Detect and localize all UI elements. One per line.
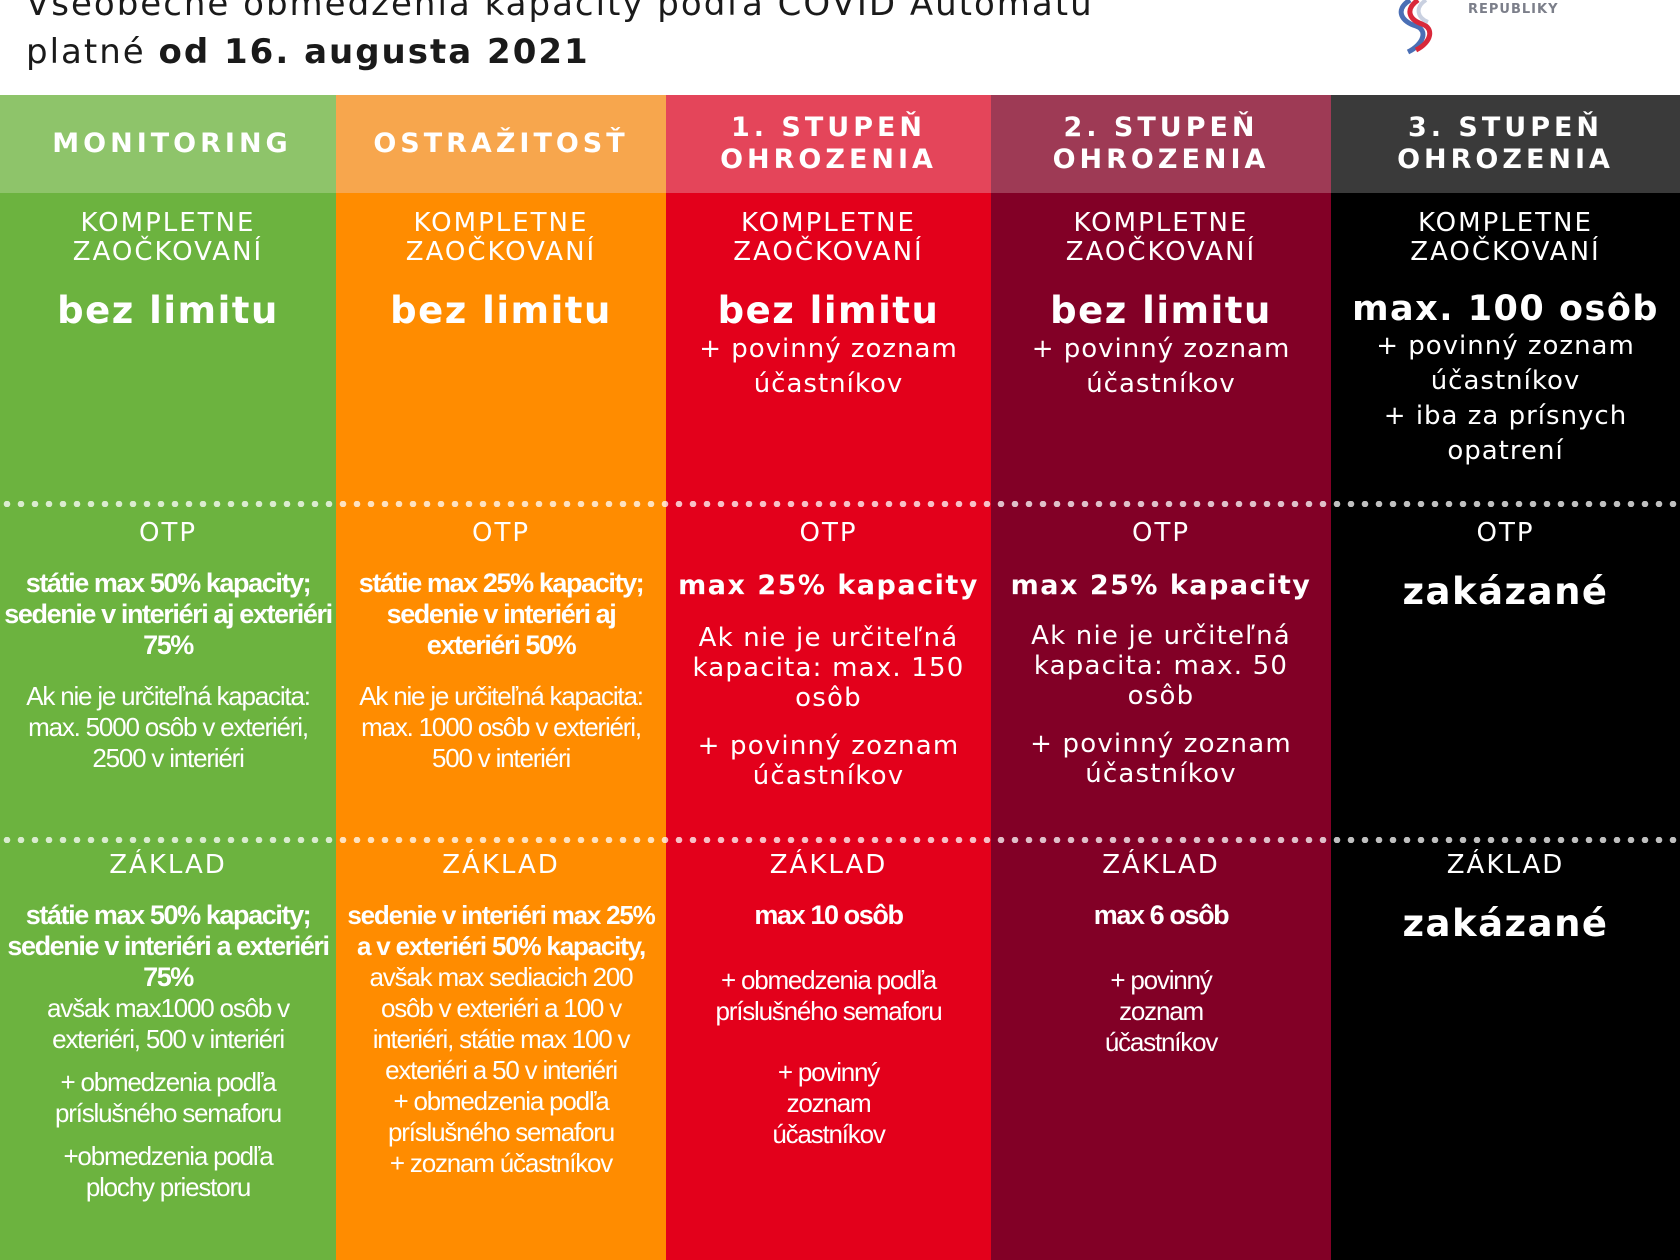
column-header: 2. STUPEŇ OHROZENIA xyxy=(991,95,1331,193)
section-plus: +obmedzenia podľa plochy priestoru xyxy=(63,1141,273,1202)
section-value: zakázané xyxy=(1402,570,1609,613)
section-plus: + povinný zoznam účastníkov xyxy=(1104,965,1218,1057)
section-otp: OTP státie max 50% kapacity; sedenie v i… xyxy=(0,501,336,837)
section-otp: OTP max 25% kapacity Ak nie je určiteľná… xyxy=(666,501,991,837)
section-vaccinated: KOMPLETNE ZAOČKOVANÍ bez limitu xyxy=(0,193,336,501)
flag-swoosh-icon xyxy=(1398,0,1433,55)
section-label: OTP xyxy=(1131,518,1191,548)
column-title: MONITORING xyxy=(52,128,292,159)
section-value: bez limitu xyxy=(57,289,279,332)
section-label: KOMPLETNE ZAOČKOVANÍ xyxy=(405,208,597,267)
section-value: bez limitu xyxy=(390,289,612,332)
section-rule: státie max 50% kapacity; sedenie v inter… xyxy=(4,568,333,660)
section-note: avšak max1000 osôb v exteriéri, 500 v in… xyxy=(47,993,290,1054)
column-header: 3. STUPEŇ OHROZENIA xyxy=(1331,95,1680,193)
section-otp: OTP státie max 25% kapacity; sedenie v i… xyxy=(336,501,666,837)
column-title: 1. STUPEŇ OHROZENIA xyxy=(720,112,937,175)
column-header: MONITORING xyxy=(0,95,336,193)
section-label: ZÁKLAD xyxy=(109,850,227,880)
column-body: KOMPLETNE ZAOČKOVANÍ bez limitu + povinn… xyxy=(991,193,1331,1260)
section-plus: + obmedzenia podľa príslušného semaforu xyxy=(387,1086,615,1147)
section-rule: státie max 25% kapacity; sedenie v inter… xyxy=(358,568,645,660)
section-zaklad: ZÁKLAD státie max 50% kapacity; sedenie … xyxy=(0,837,336,1260)
section-plus: + zoznam účastníkov xyxy=(389,1148,613,1178)
section-label: ZÁKLAD xyxy=(769,850,888,880)
title-date: od 16. augusta 2021 xyxy=(158,32,590,72)
column-title: OSTRAŽITOSŤ xyxy=(373,128,629,159)
section-value: zakázané xyxy=(1402,902,1609,945)
section-label: ZÁKLAD xyxy=(1102,850,1220,880)
section-rule: max 25% kapacity xyxy=(678,570,979,601)
column-header: OSTRAŽITOSŤ xyxy=(336,95,666,193)
section-zaklad: ZÁKLAD max 6 osôb + povinný zoznam účast… xyxy=(991,837,1331,1260)
column-stupen-2: 2. STUPEŇ OHROZENIA KOMPLETNE ZAOČKOVANÍ… xyxy=(991,95,1331,1260)
section-zaklad: ZÁKLAD sedenie v interiéri max 25% a v e… xyxy=(336,837,666,1260)
section-label: KOMPLETNE ZAOČKOVANÍ xyxy=(1065,208,1257,267)
column-body: KOMPLETNE ZAOČKOVANÍ bez limitu + povinn… xyxy=(666,193,991,1260)
section-value: bez limitu xyxy=(1050,289,1272,332)
section-note: Ak nie je určiteľná kapacita: max. 150 o… xyxy=(692,623,965,713)
section-plus: + iba za prísnych opatrení xyxy=(1383,401,1628,466)
section-plus: + povinný zoznam účastníkov xyxy=(1376,331,1635,396)
section-label: KOMPLETNE ZAOČKOVANÍ xyxy=(733,208,924,267)
section-vaccinated: KOMPLETNE ZAOČKOVANÍ bez limitu + povinn… xyxy=(666,193,991,501)
column-body: KOMPLETNE ZAOČKOVANÍ max. 100 osôb + pov… xyxy=(1331,193,1680,1260)
section-note: avšak max sediacich 200 osôb v exteriéri… xyxy=(369,962,634,1085)
section-rule: max 6 osôb xyxy=(1093,900,1230,930)
section-note: Ak nie je určiteľná kapacita: max. 50 os… xyxy=(1031,621,1291,711)
column-stupen-3: 3. STUPEŇ OHROZENIA KOMPLETNE ZAOČKOVANÍ… xyxy=(1331,95,1680,1260)
dotted-separator xyxy=(0,837,1680,843)
section-vaccinated: KOMPLETNE ZAOČKOVANÍ max. 100 osôb + pov… xyxy=(1331,193,1680,501)
section-otp: OTP max 25% kapacity Ak nie je určiteľná… xyxy=(991,501,1331,837)
section-label: KOMPLETNE ZAOČKOVANÍ xyxy=(72,208,264,267)
column-body: KOMPLETNE ZAOČKOVANÍ bez limitu OTP stát… xyxy=(336,193,666,1260)
section-note: Ak nie je určiteľná kapacita: max. 1000 … xyxy=(359,681,644,773)
section-label: OTP xyxy=(471,518,531,548)
section-label: OTP xyxy=(799,518,858,548)
section-zaklad: ZÁKLAD zakázané xyxy=(1331,837,1680,1260)
section-rule: max 25% kapacity xyxy=(1010,570,1312,601)
column-header: 1. STUPEŇ OHROZENIA xyxy=(666,95,991,193)
section-note: Ak nie je určiteľná kapacita: max. 5000 … xyxy=(26,681,311,773)
section-vaccinated: KOMPLETNE ZAOČKOVANÍ bez limitu + povinn… xyxy=(991,193,1331,501)
section-plus: + povinný zoznam účastníkov xyxy=(772,1057,885,1149)
section-plus: + obmedzenia podľa príslušného semaforu xyxy=(715,965,942,1026)
column-title: 2. STUPEŇ OHROZENIA xyxy=(1052,112,1270,175)
section-label: KOMPLETNE ZAOČKOVANÍ xyxy=(1410,208,1601,267)
column-ostrazitost: OSTRAŽITOSŤ KOMPLETNE ZAOČKOVANÍ bez lim… xyxy=(336,95,666,1260)
dotted-separator xyxy=(0,501,1680,507)
section-rule: státie max 50% kapacity; sedenie v inter… xyxy=(7,900,330,992)
section-rule: sedenie v interiéri max 25% a v exteriér… xyxy=(347,900,655,961)
government-logo: REPUBLIKY xyxy=(1388,0,1588,55)
title-prefix: platné xyxy=(26,32,159,72)
section-plus: + povinný zoznam účastníkov xyxy=(1030,729,1292,789)
logo-text: REPUBLIKY xyxy=(1468,2,1559,17)
section-rule-with-note: sedenie v interiéri max 25% a v exteriér… xyxy=(336,900,666,1086)
title-line-2: platné od 16. augusta 2021 xyxy=(26,32,590,72)
section-value: max. 100 osôb xyxy=(1352,289,1659,329)
section-label: OTP xyxy=(1476,518,1535,548)
section-value: bez limitu xyxy=(717,289,940,332)
section-label: OTP xyxy=(138,518,198,548)
section-plus: + obmedzenia podľa príslušného semaforu xyxy=(54,1067,282,1128)
title-line-1: Všeobecné obmedzenia kapacity podľa COVI… xyxy=(26,0,1094,24)
section-plus: + povinný zoznam účastníkov xyxy=(1031,334,1291,399)
section-zaklad: ZÁKLAD max 10 osôb + obmedzenia podľa pr… xyxy=(666,837,991,1260)
header: Všeobecné obmedzenia kapacity podľa COVI… xyxy=(0,0,1680,95)
column-body: KOMPLETNE ZAOČKOVANÍ bez limitu OTP stát… xyxy=(0,193,336,1260)
section-label: ZÁKLAD xyxy=(1446,850,1565,880)
section-plus: + povinný zoznam účastníkov xyxy=(699,334,958,399)
column-stupen-1: 1. STUPEŇ OHROZENIA KOMPLETNE ZAOČKOVANÍ… xyxy=(666,95,991,1260)
column-monitoring: MONITORING KOMPLETNE ZAOČKOVANÍ bez limi… xyxy=(0,95,336,1260)
section-plus: + povinný zoznam účastníkov xyxy=(697,731,960,791)
section-label: ZÁKLAD xyxy=(442,850,560,880)
column-title: 3. STUPEŇ OHROZENIA xyxy=(1397,112,1614,175)
section-otp: OTP zakázané xyxy=(1331,501,1680,837)
section-rule: max 10 osôb xyxy=(754,900,904,930)
section-vaccinated: KOMPLETNE ZAOČKOVANÍ bez limitu xyxy=(336,193,666,501)
